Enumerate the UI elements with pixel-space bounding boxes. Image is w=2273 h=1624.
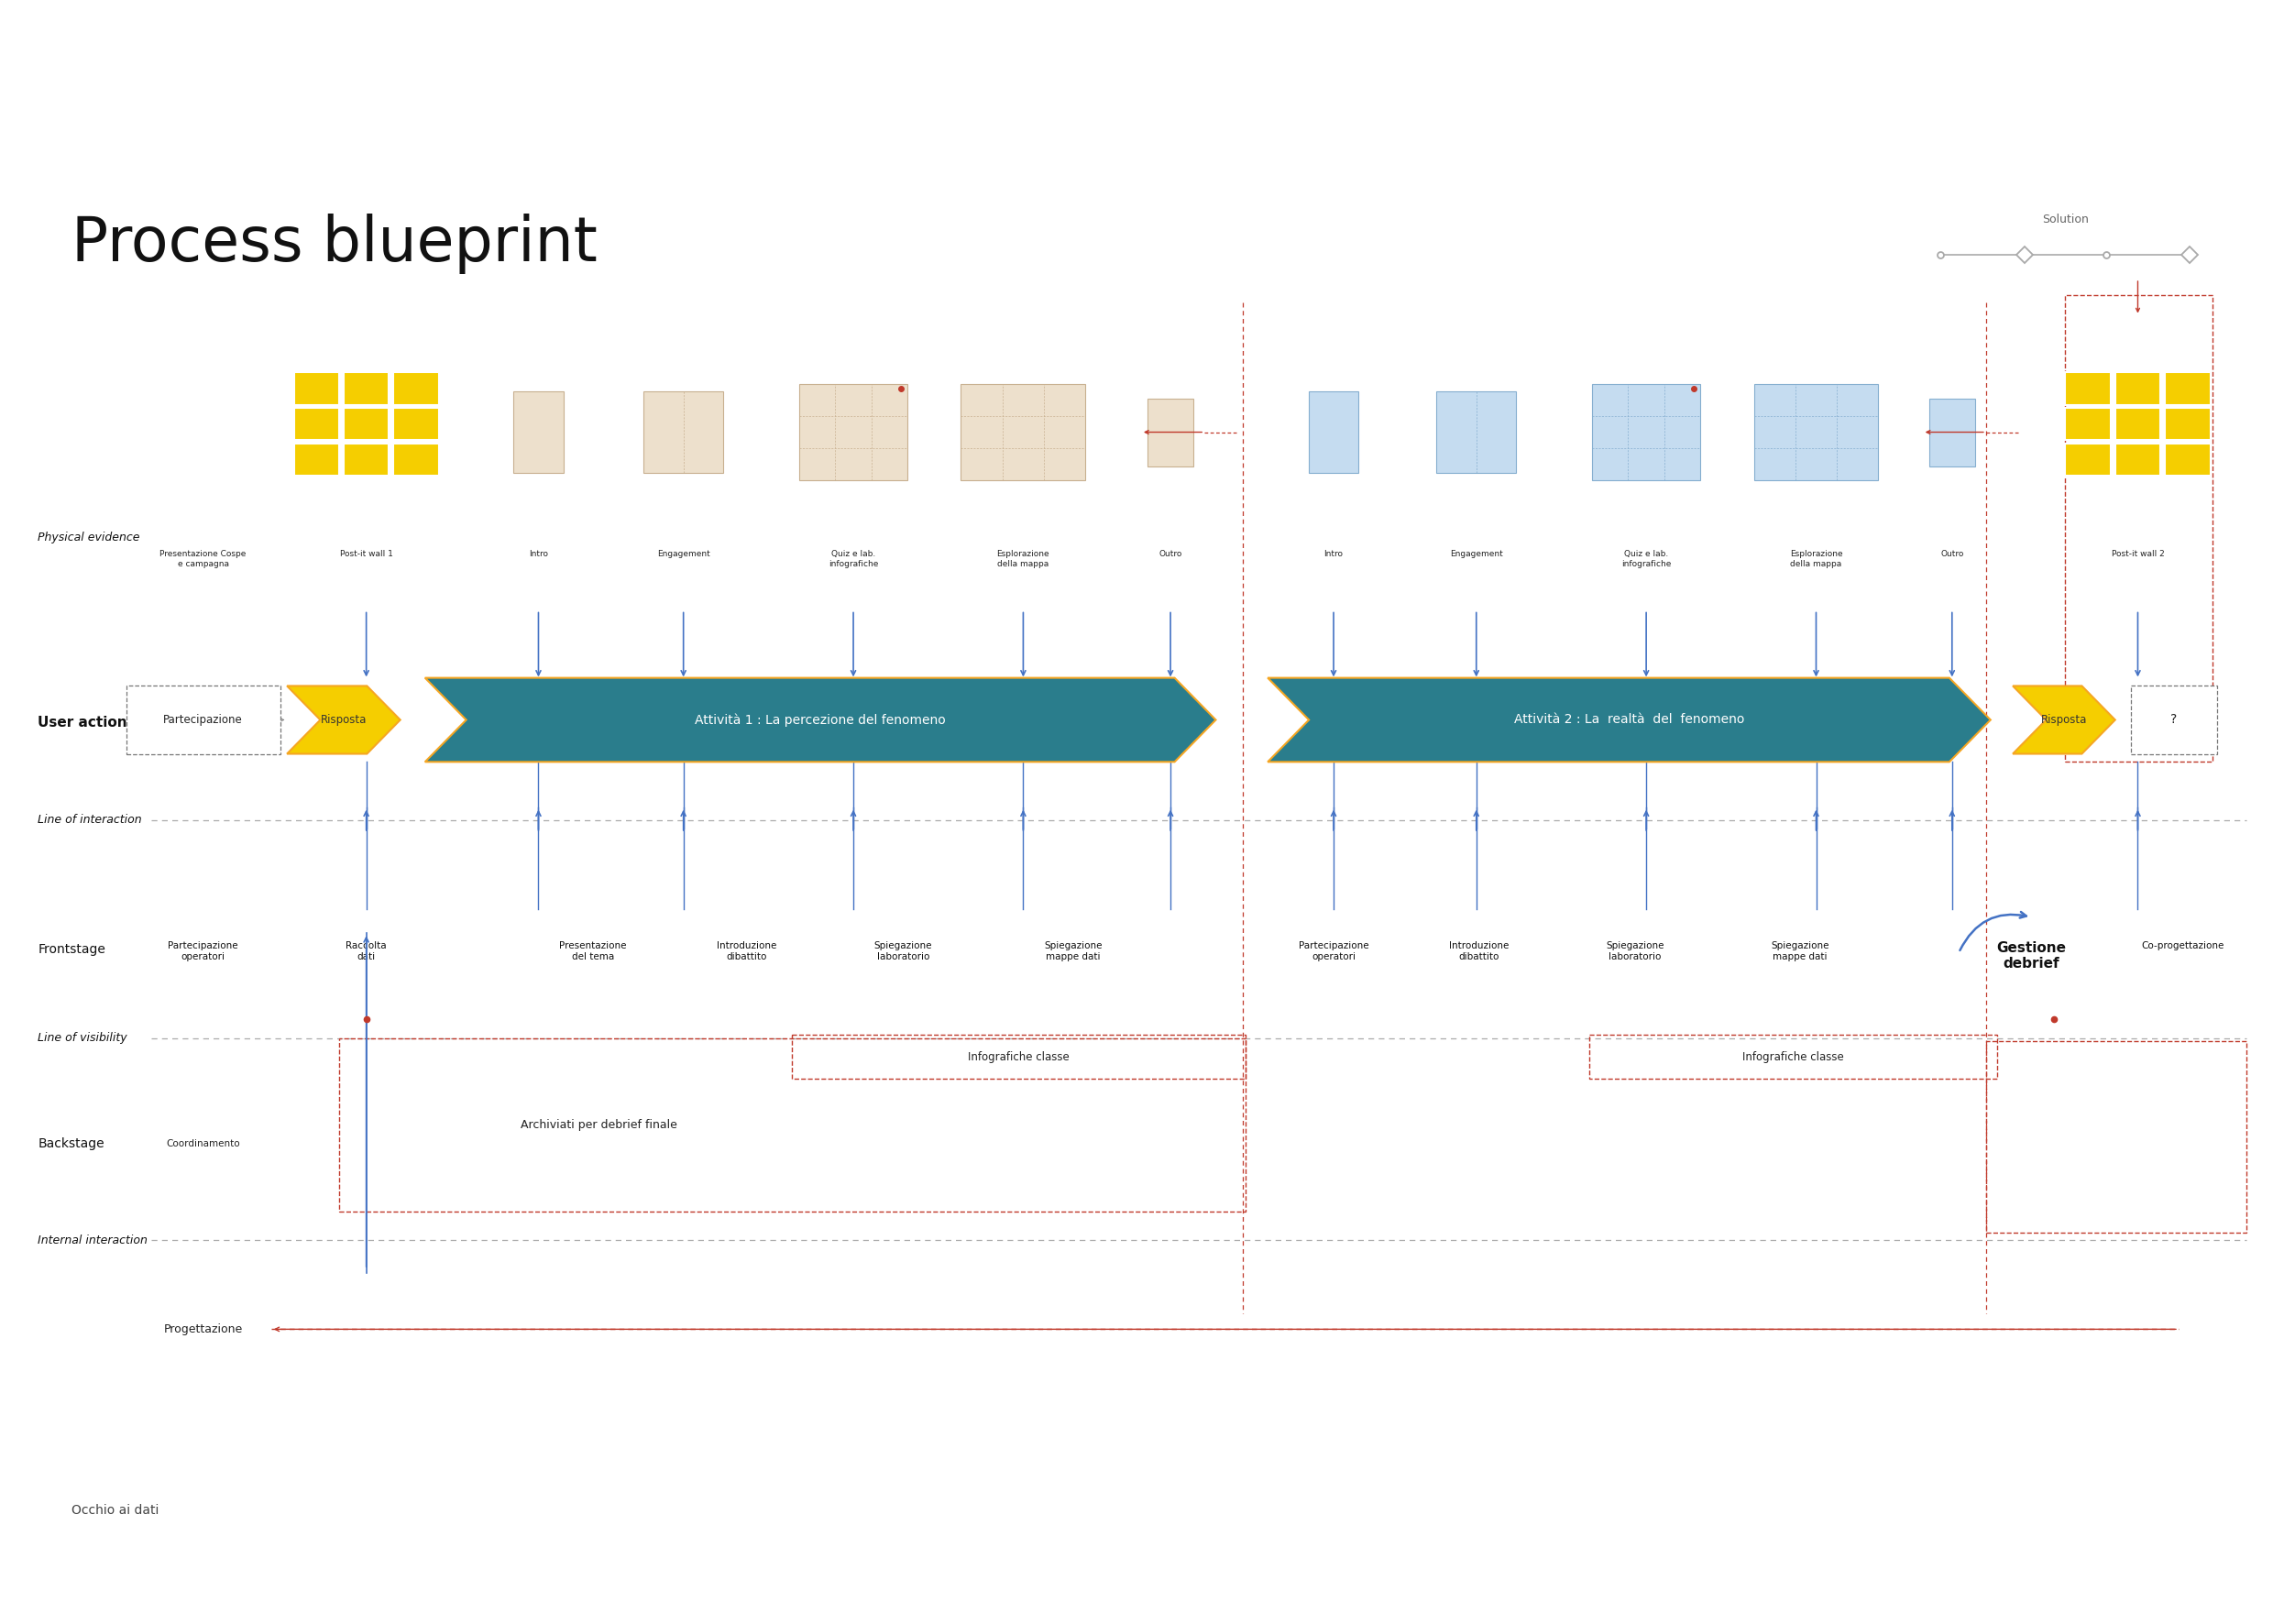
FancyBboxPatch shape <box>961 383 1086 481</box>
Text: Attività 2 : La  realtà  del  fenomeno: Attività 2 : La realtà del fenomeno <box>1514 713 1743 726</box>
FancyBboxPatch shape <box>1437 391 1516 473</box>
Text: User action: User action <box>39 716 127 729</box>
Text: Partecipazione
operatori: Partecipazione operatori <box>1298 942 1368 961</box>
FancyBboxPatch shape <box>2116 443 2159 476</box>
Text: Outro: Outro <box>1941 551 1964 559</box>
FancyBboxPatch shape <box>2116 408 2159 440</box>
Polygon shape <box>1268 677 1991 762</box>
Text: Infografiche classe: Infografiche classe <box>1743 1051 1843 1062</box>
FancyBboxPatch shape <box>2116 372 2159 404</box>
Text: Gestione
debrief: Gestione debrief <box>1996 942 2066 971</box>
Text: Infografiche classe: Infografiche classe <box>968 1051 1071 1062</box>
FancyBboxPatch shape <box>1591 383 1700 481</box>
Polygon shape <box>286 685 400 754</box>
FancyBboxPatch shape <box>1309 391 1359 473</box>
FancyBboxPatch shape <box>2164 443 2209 476</box>
FancyBboxPatch shape <box>343 372 389 404</box>
Text: Intro: Intro <box>1323 551 1343 559</box>
FancyBboxPatch shape <box>514 391 564 473</box>
FancyBboxPatch shape <box>800 383 907 481</box>
Text: Quiz e lab.
infografiche: Quiz e lab. infografiche <box>1621 551 1671 568</box>
FancyBboxPatch shape <box>293 408 339 440</box>
FancyBboxPatch shape <box>1148 398 1193 466</box>
Text: Internal interaction: Internal interaction <box>39 1234 148 1246</box>
Text: Occhio ai dati: Occhio ai dati <box>73 1504 159 1517</box>
FancyBboxPatch shape <box>2164 372 2209 404</box>
Text: Engagement: Engagement <box>1450 551 1502 559</box>
FancyBboxPatch shape <box>393 372 439 404</box>
Text: Post-it wall 2: Post-it wall 2 <box>2112 551 2164 559</box>
FancyBboxPatch shape <box>293 443 339 476</box>
Text: Esplorazione
della mappa: Esplorazione della mappa <box>1789 551 1843 568</box>
FancyBboxPatch shape <box>293 372 339 404</box>
Text: Presentazione
del tema: Presentazione del tema <box>559 942 627 961</box>
Polygon shape <box>2014 685 2116 754</box>
Text: Risposta: Risposta <box>2041 715 2087 726</box>
FancyBboxPatch shape <box>643 391 723 473</box>
FancyBboxPatch shape <box>125 685 280 754</box>
Text: Frontstage: Frontstage <box>39 944 105 957</box>
Text: Post-it wall 1: Post-it wall 1 <box>339 551 393 559</box>
FancyBboxPatch shape <box>393 408 439 440</box>
Text: Progettazione: Progettazione <box>164 1324 243 1335</box>
FancyBboxPatch shape <box>2132 685 2216 754</box>
Polygon shape <box>425 677 1216 762</box>
Text: Physical evidence: Physical evidence <box>39 531 141 542</box>
Text: Esplorazione
della mappa: Esplorazione della mappa <box>998 551 1050 568</box>
FancyBboxPatch shape <box>1930 398 1975 466</box>
Text: Partecipazione: Partecipazione <box>164 715 243 726</box>
Text: Quiz e lab.
infografiche: Quiz e lab. infografiche <box>827 551 877 568</box>
Text: Introduzione
dibattito: Introduzione dibattito <box>716 942 777 961</box>
FancyBboxPatch shape <box>393 443 439 476</box>
Text: ?: ? <box>2171 713 2178 726</box>
Text: Spiegazione
mappe dati: Spiegazione mappe dati <box>1771 942 1830 961</box>
Text: Engagement: Engagement <box>657 551 709 559</box>
Text: Spiegazione
laboratorio: Spiegazione laboratorio <box>875 942 932 961</box>
Text: Partecipazione
operatori: Partecipazione operatori <box>168 942 239 961</box>
Text: Presentazione Cospe
e campagna: Presentazione Cospe e campagna <box>159 551 245 568</box>
Text: Intro: Intro <box>530 551 548 559</box>
FancyBboxPatch shape <box>2066 443 2112 476</box>
Text: Archiviati per debrief finale: Archiviati per debrief finale <box>521 1119 677 1130</box>
Text: Coordinamento: Coordinamento <box>166 1138 241 1148</box>
Text: Backstage: Backstage <box>39 1137 105 1150</box>
Text: Spiegazione
mappe dati: Spiegazione mappe dati <box>1043 942 1102 961</box>
Text: Solution: Solution <box>2041 213 2089 226</box>
FancyBboxPatch shape <box>2066 408 2112 440</box>
Text: Co-progettazione: Co-progettazione <box>2141 942 2225 950</box>
Text: Attività 1 : La percezione del fenomeno: Attività 1 : La percezione del fenomeno <box>696 713 946 726</box>
FancyBboxPatch shape <box>1755 383 1877 481</box>
FancyBboxPatch shape <box>343 408 389 440</box>
FancyBboxPatch shape <box>2066 372 2112 404</box>
Text: Spiegazione
laboratorio: Spiegazione laboratorio <box>1605 942 1664 961</box>
Text: Line of interaction: Line of interaction <box>39 814 141 827</box>
Text: Outro: Outro <box>1159 551 1182 559</box>
Text: Risposta: Risposta <box>320 715 366 726</box>
Text: Raccolta
dati: Raccolta dati <box>345 942 386 961</box>
FancyBboxPatch shape <box>2164 408 2209 440</box>
FancyBboxPatch shape <box>343 443 389 476</box>
Text: Introduzione
dibattito: Introduzione dibattito <box>1448 942 1509 961</box>
Text: Process blueprint: Process blueprint <box>73 214 598 274</box>
Text: Line of visibility: Line of visibility <box>39 1033 127 1044</box>
